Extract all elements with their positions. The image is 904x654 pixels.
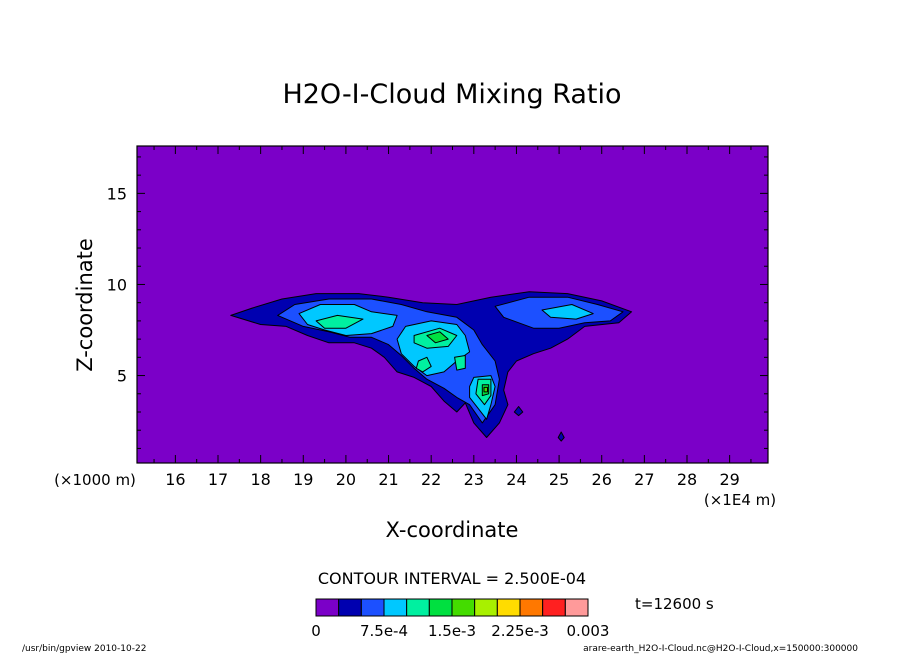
colorbar-swatch bbox=[383, 598, 408, 617]
y-tick-label: 15 bbox=[107, 184, 127, 203]
y-tick-label: 5 bbox=[117, 367, 127, 386]
colorbar-tick-label: 0.003 bbox=[567, 622, 610, 640]
colorbar: 0 7.5e-4 1.5e-3 2.25e-3 0.003 bbox=[311, 598, 610, 640]
colorbar-swatch bbox=[496, 598, 521, 617]
axis-ticks: 16 17 18 19 20 21 22 23 24 25 26 27 28 29 5 10 15 bbox=[107, 146, 768, 489]
x-unit-right: (×1E4 m) bbox=[704, 491, 776, 509]
x-tick-label: 20 bbox=[336, 470, 356, 489]
y-axis-label: Z-coordinate bbox=[73, 238, 97, 372]
x-tick-label: 26 bbox=[592, 470, 612, 489]
contour-region-level-4 bbox=[454, 355, 466, 371]
x-tick-label: 29 bbox=[719, 470, 739, 489]
x-tick-label: 25 bbox=[549, 470, 569, 489]
plot-area: 16 17 18 19 20 21 22 23 24 25 26 27 28 29 5 10 15 bbox=[107, 145, 769, 489]
contour-region-level-4 bbox=[415, 356, 432, 373]
colorbar-swatch bbox=[519, 598, 544, 617]
x-tick-label: 22 bbox=[421, 470, 441, 489]
y-tick-label: 10 bbox=[107, 275, 127, 294]
colorbar-swatch bbox=[406, 598, 430, 617]
colorbar-swatch bbox=[428, 598, 453, 617]
x-unit-left: (×1000 m) bbox=[54, 471, 136, 489]
colorbar-swatch bbox=[474, 598, 498, 617]
x-tick-label: 17 bbox=[208, 470, 228, 489]
x-tick-label: 24 bbox=[506, 470, 526, 489]
footer-right: arare-earth_H2O-I-Cloud.nc@H2O-I-Cloud,x… bbox=[583, 644, 858, 654]
colorbar-swatch bbox=[338, 598, 362, 617]
contour-region-level-3 bbox=[541, 304, 594, 320]
x-tick-label: 16 bbox=[165, 470, 185, 489]
x-axis-label: X-coordinate bbox=[386, 518, 519, 542]
x-tick-label: 27 bbox=[634, 470, 654, 489]
colorbar-tick-label: 1.5e-3 bbox=[428, 622, 476, 640]
x-tick-label: 28 bbox=[677, 470, 697, 489]
contour-region-level-4 bbox=[315, 314, 364, 329]
contour-region-level-6 bbox=[483, 386, 488, 393]
x-tick-label: 18 bbox=[250, 470, 270, 489]
time-label: t=12600 s bbox=[635, 595, 714, 613]
x-tick-label: 19 bbox=[293, 470, 313, 489]
colorbar-swatch bbox=[315, 598, 340, 617]
colorbar-swatch bbox=[451, 598, 476, 617]
colorbar-swatch bbox=[542, 598, 566, 617]
colorbar-tick-label: 7.5e-4 bbox=[360, 622, 408, 640]
footer-left: /usr/bin/gpview 2010-10-22 bbox=[22, 644, 146, 654]
contour-region-level-1 bbox=[513, 406, 524, 417]
colorbar-swatch bbox=[360, 598, 385, 617]
x-tick-label: 21 bbox=[378, 470, 398, 489]
contour-regions bbox=[230, 291, 633, 442]
x-tick-label: 23 bbox=[464, 470, 484, 489]
colorbar-swatch bbox=[564, 598, 589, 617]
contour-region-level-1 bbox=[557, 431, 565, 442]
colorbar-tick-label: 0 bbox=[311, 622, 321, 640]
chart-title: H2O-I-Cloud Mixing Ratio bbox=[282, 79, 621, 110]
colorbar-tick-label: 2.25e-3 bbox=[491, 622, 549, 640]
contour-region-level-5 bbox=[426, 331, 449, 344]
contour-interval-label: CONTOUR INTERVAL = 2.500E-04 bbox=[318, 569, 586, 588]
